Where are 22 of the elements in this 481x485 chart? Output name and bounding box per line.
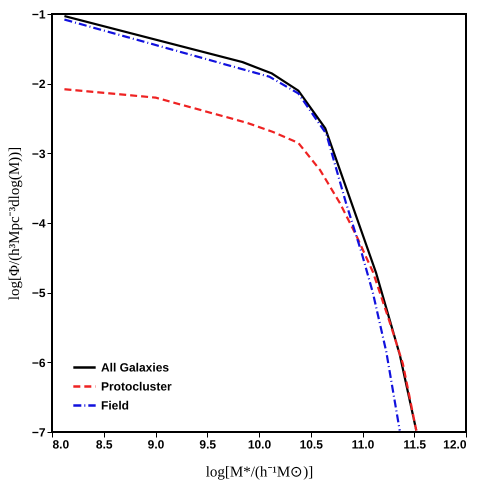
y-tick-label: −7: [32, 426, 46, 440]
x-tick-label: 9.5: [199, 438, 216, 452]
x-axis-title: log[M*/(h⁻¹M⊙)]: [206, 464, 314, 480]
y-tick-label: −5: [32, 286, 46, 300]
x-tick-label: 9.0: [148, 438, 165, 452]
x-tick-label: 11.5: [403, 438, 426, 452]
x-tick-label: 12.0: [443, 438, 467, 452]
y-axis-title: log[Φ/(h³Mpc⁻³dlog(M))]: [6, 146, 23, 300]
legend-label: All Galaxies: [101, 360, 170, 374]
legend-label: Field: [101, 398, 130, 412]
y-tick-label: −2: [32, 77, 46, 92]
x-tick-label: 8.5: [96, 438, 113, 452]
x-tick-label: 11.0: [352, 438, 375, 452]
x-tick-label: 10.5: [300, 438, 324, 452]
x-tick-label: 10.0: [248, 438, 272, 452]
legend-label: Protocluster: [101, 380, 172, 394]
line-series: [63, 88, 418, 432]
y-tick-label: −4: [32, 216, 46, 230]
y-tick-label: −1: [32, 8, 46, 22]
x-tick-label: 8.0: [52, 438, 70, 452]
y-tick-label: −6: [32, 356, 46, 370]
y-tick-label: −3: [32, 146, 46, 161]
